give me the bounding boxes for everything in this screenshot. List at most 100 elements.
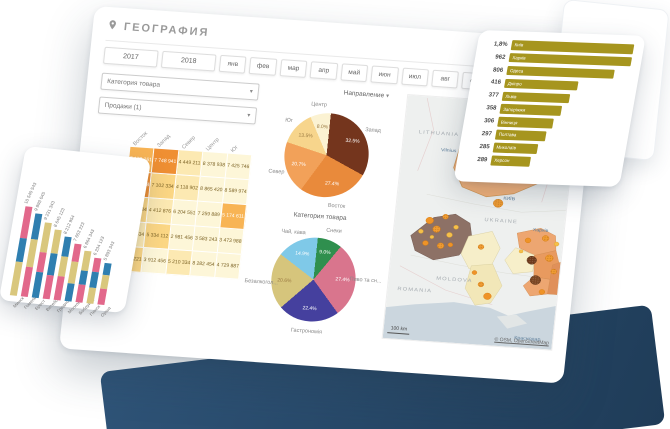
bar-segment-tan: [100, 274, 110, 290]
bar-total-label: 8 645 123: [52, 207, 66, 228]
map-marker[interactable]: [422, 240, 429, 246]
bar-segment-blue: [30, 213, 43, 240]
map-marker[interactable]: [425, 217, 434, 224]
heatmap-cell: 6 204 551: [171, 199, 199, 227]
heatmap-cell: 4 449 211: [176, 150, 204, 177]
tab-month-авг[interactable]: авг: [431, 69, 460, 89]
map-marker[interactable]: [553, 241, 560, 247]
map-label-UKRAINE: UKRAINE: [484, 217, 518, 225]
tab-month-мар[interactable]: мар: [279, 59, 308, 78]
tab-month-июл[interactable]: июл: [400, 67, 429, 87]
tab-year-2017[interactable]: 2017: [103, 46, 159, 68]
map-marker[interactable]: [524, 237, 532, 244]
map-marker[interactable]: [446, 232, 453, 238]
map-label-Vilnius: Vilnius: [441, 148, 458, 155]
heatmap-col-Центр: Центр: [205, 136, 221, 153]
ranking-row: 962 Харків: [484, 52, 633, 67]
ranking-value: 306: [483, 118, 495, 125]
map-marker[interactable]: [471, 270, 478, 275]
tab-month-июн[interactable]: июн: [370, 65, 399, 85]
ranking-row: 1,8% Київ: [487, 39, 635, 54]
bar-segment-tan: [67, 261, 79, 284]
map-marker[interactable]: [447, 242, 454, 248]
ranking-value: 962: [494, 54, 506, 61]
ranking-label: Запоріжжя: [502, 106, 526, 113]
ranking-value: 297: [481, 131, 493, 138]
ranking-row: 289 Херсон: [466, 155, 614, 170]
ranking-label: Миколаїв: [496, 145, 517, 151]
bar-segment-pink: [19, 206, 33, 239]
pie-slice-label: Восток: [327, 202, 346, 210]
heatmap-cell: 2 981 456: [168, 224, 196, 252]
pie-slice-label: Север: [268, 168, 285, 176]
bar-total-label: 10 540 543: [23, 181, 38, 205]
heatmap-cell: 4 118 902: [173, 175, 201, 202]
pie-slice-value: 20.6%: [276, 277, 292, 285]
map-marker-pattern: [478, 281, 484, 287]
map-label-ROMANIA: ROMANIA: [397, 286, 432, 294]
ranking-label: Харків: [511, 55, 527, 61]
ranking-row: 806 Одеса: [482, 65, 630, 80]
ranking-value: 1,8%: [493, 41, 509, 48]
ranking-bar: Дніпро: [503, 78, 579, 91]
pie-slice-value: 27.4%: [335, 276, 350, 284]
bar-total-label: 6 864 343: [82, 228, 96, 249]
ranking-row: 297 Полтава: [471, 129, 619, 144]
pie-slice-label: Гастрономія: [290, 327, 323, 336]
bar-total-label: 9 893 045: [33, 191, 47, 212]
pie-slice-label: Центр: [310, 100, 328, 108]
page-title: ГЕОГРАФИЯ: [123, 21, 210, 40]
sales-filter-select[interactable]: Продажи (1) ▾: [97, 96, 258, 125]
bar-total-label: 8 212 954: [62, 214, 76, 235]
ranking-bar: Львів: [501, 91, 571, 104]
city-ranking-card: 1,8% Київ 962 Харків 806 Одеса 416 Дніпро 377 Льв…: [453, 30, 646, 187]
ranking-bar: Миколаїв: [492, 142, 539, 154]
map-marker[interactable]: [418, 229, 424, 234]
pie-slice-label: Запад: [364, 127, 382, 135]
ranking-bar: Запоріжжя: [499, 104, 563, 116]
tab-month-апр[interactable]: апр: [309, 61, 338, 81]
heatmap-cell: 5 174 611: [219, 203, 247, 230]
stacked-bar-chart: 10 540 543 Минск 9 893 045 Гомель 9 231 343 Б…: [9, 171, 137, 318]
map-marker[interactable]: [518, 249, 524, 254]
bar-segment-blue: [102, 262, 112, 276]
ranking-row: 285 Миколаїв: [469, 142, 617, 157]
tab-year-2018[interactable]: 2018: [160, 50, 217, 72]
ranking-bar: Полтава: [494, 129, 547, 142]
map-marker-pattern: [442, 214, 449, 220]
tab-month-май[interactable]: май: [340, 63, 369, 83]
chevron-down-icon: ▾: [249, 89, 254, 96]
ranking-value: 416: [490, 79, 502, 87]
bar-segment-tan: [81, 250, 92, 272]
bar-total-label: 7 653 223: [72, 221, 86, 242]
direction-dropdown-label: Направление: [343, 89, 385, 100]
ranking-row: 306 Вінниця: [473, 116, 621, 131]
ranking-bar: Харків: [508, 52, 633, 67]
map-marker[interactable]: [483, 292, 492, 300]
heatmap-col-Запад: Запад: [156, 133, 173, 149]
luhansk-oblast[interactable]: [547, 261, 561, 295]
tab-month-янв[interactable]: янв: [218, 54, 247, 74]
category-filter-select[interactable]: Категория товара ▾: [100, 72, 260, 101]
bar-segment-pink: [97, 288, 108, 306]
bar-segment-blue: [46, 253, 58, 276]
map-label-Харків: Харків: [533, 227, 550, 234]
heatmap-col-Север: Север: [180, 134, 197, 151]
map-marker[interactable]: [538, 289, 546, 295]
dnipro-oblast[interactable]: [503, 247, 537, 275]
pie-slice-value: 22.4%: [302, 305, 317, 313]
map-marker[interactable]: [453, 224, 459, 230]
tab-month-фев[interactable]: фев: [249, 56, 278, 76]
bar-segment-blue: [15, 237, 27, 263]
map-marker[interactable]: [429, 235, 435, 239]
ranking-row: 416 Дніпро: [480, 78, 628, 93]
map-label-MOLDOVA: MOLDOVA: [436, 276, 473, 284]
heatmap-cell: 4 412 876: [146, 198, 174, 225]
chevron-down-icon: ▾: [385, 93, 390, 100]
pie-slice-label: Снеки: [325, 228, 342, 236]
heatmap-cell: 7 425 746: [225, 153, 253, 181]
heatmap-col-Юг: Юг: [229, 144, 240, 155]
bar-segment-blue: [64, 283, 75, 302]
ranking-bar: Київ: [510, 40, 635, 54]
